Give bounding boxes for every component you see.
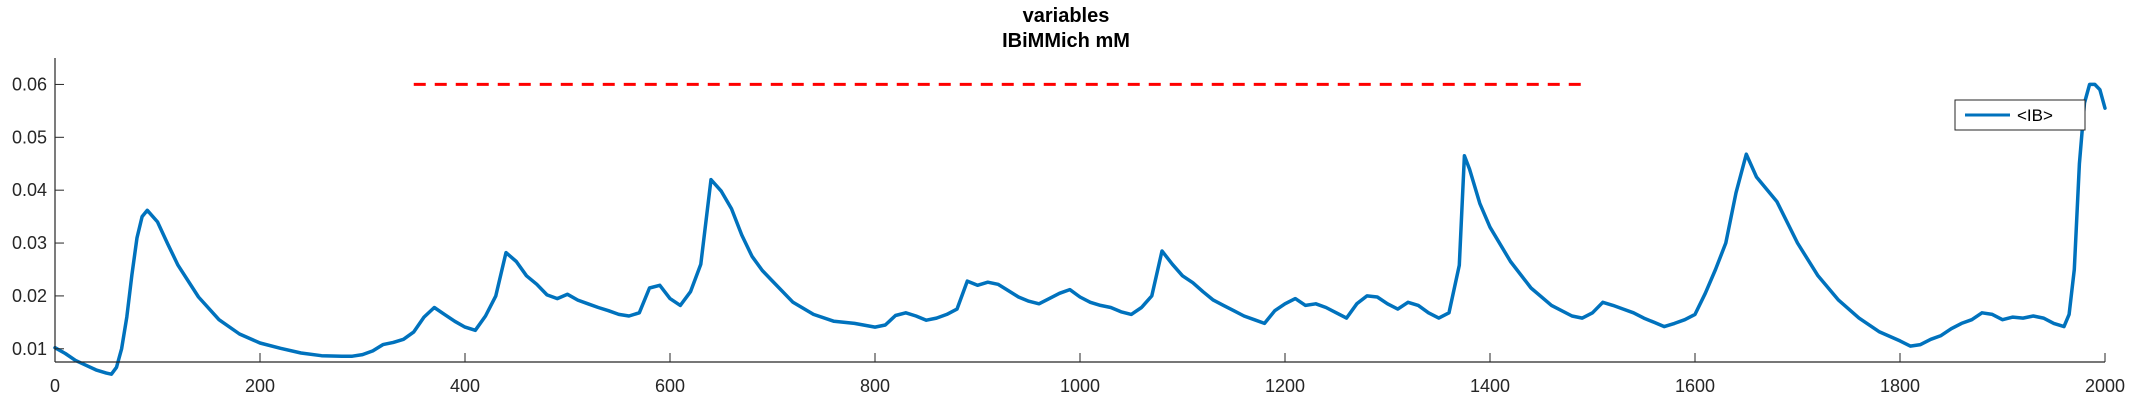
x-tick-label: 1000: [1060, 376, 1100, 396]
y-tick-label: 0.03: [12, 233, 47, 253]
x-tick-label: 2000: [2085, 376, 2125, 396]
y-tick-label: 0.06: [12, 74, 47, 94]
legend: <IB>: [1954, 99, 2086, 131]
x-tick-label: 1400: [1470, 376, 1510, 396]
y-tick-label: 0.05: [12, 127, 47, 147]
ticks: 0 200 400 600 800 1000 1200 1400 1600 1800 2000 0.0…: [12, 74, 2125, 396]
chart-subtitle: IBiMMich mM: [1002, 30, 1130, 52]
x-tick-label: 1800: [1880, 376, 1920, 396]
x-tick-label: 0: [50, 376, 60, 396]
x-tick-label: 1600: [1675, 376, 1715, 396]
series-line-ib: [53, 82, 2107, 376]
x-tick-label: 400: [450, 376, 480, 396]
x-tick-label: 800: [860, 376, 890, 396]
y-tick-label: 0.01: [12, 339, 47, 359]
axes: [54, 58, 2105, 363]
legend-label-ib: <IB>: [2017, 106, 2053, 125]
y-tick-label: 0.02: [12, 286, 47, 306]
chart-title: variables: [1023, 5, 1110, 27]
x-tick-label: 600: [655, 376, 685, 396]
series-layer: [53, 82, 2107, 376]
y-tick-label: 0.04: [12, 180, 47, 200]
x-tick-label: 200: [245, 376, 275, 396]
x-tick-label: 1200: [1265, 376, 1305, 396]
